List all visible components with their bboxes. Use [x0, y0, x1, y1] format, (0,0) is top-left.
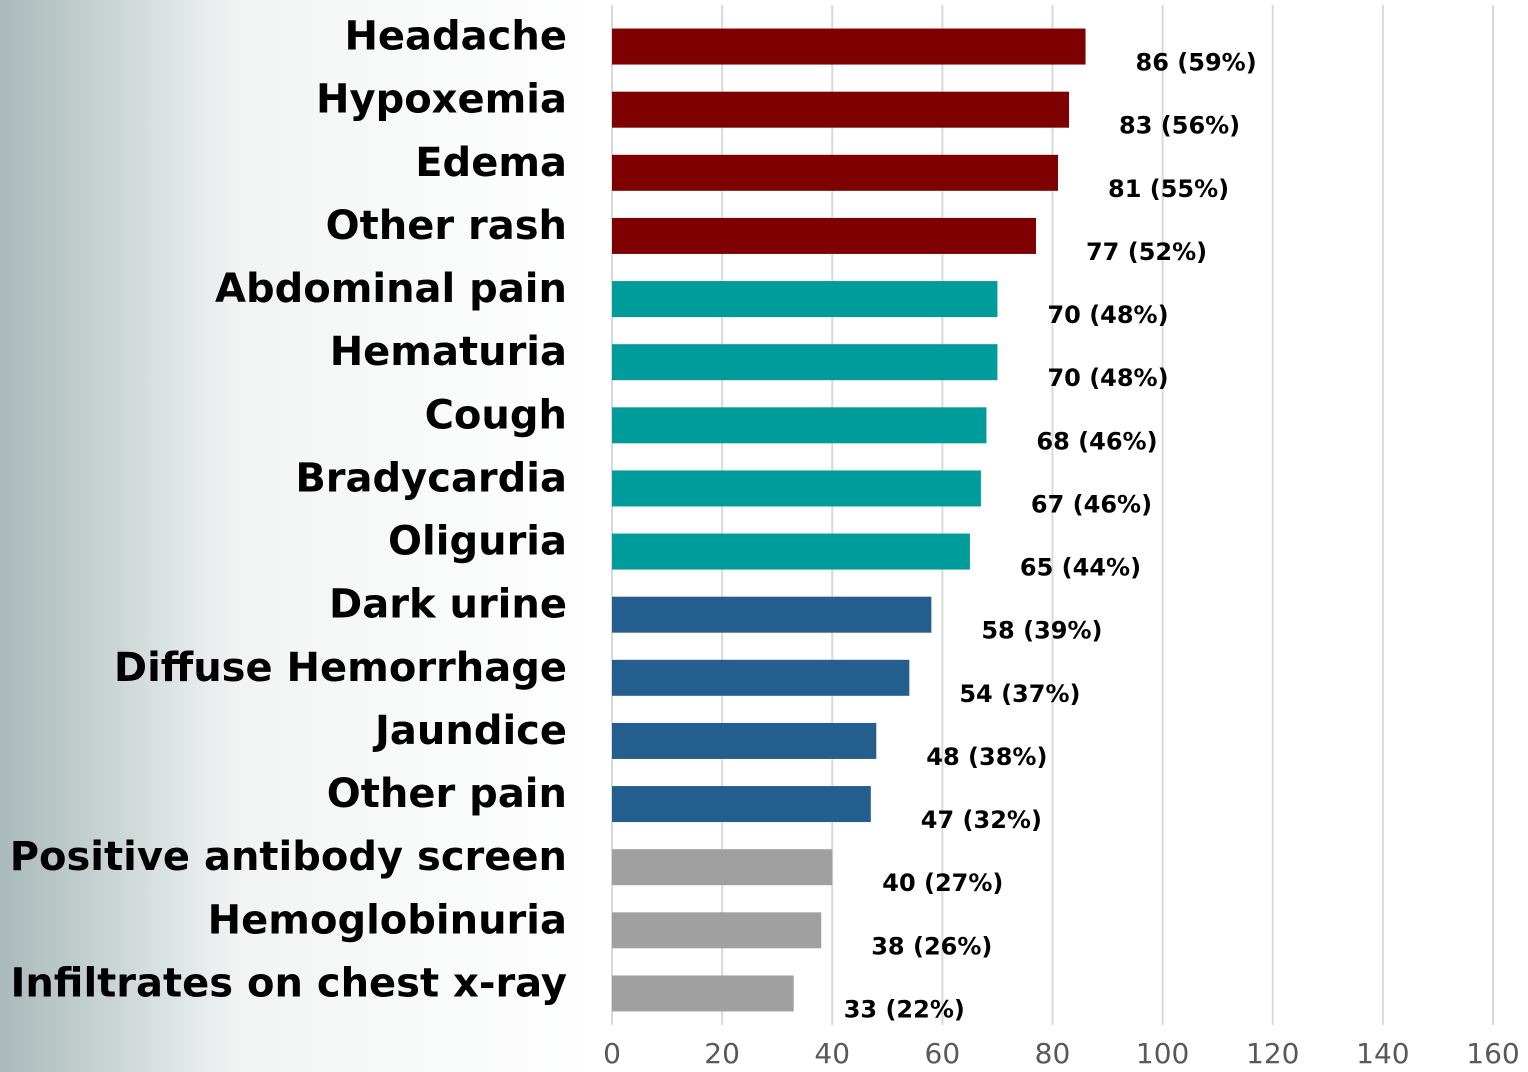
value-label: 65 (44%)	[1020, 554, 1141, 582]
background-gradient	[0, 0, 600, 1072]
value-label: 40 (27%)	[882, 869, 1003, 897]
x-tick-label: 120	[1246, 1037, 1299, 1070]
x-tick-label: 0	[603, 1037, 621, 1070]
value-label: 68 (46%)	[1036, 427, 1157, 455]
x-tick-label: 100	[1136, 1037, 1189, 1070]
value-label: 67 (46%)	[1031, 490, 1152, 518]
bar	[612, 975, 794, 1012]
value-label: 70 (48%)	[1047, 301, 1168, 329]
category-label: Jaundice	[372, 708, 567, 754]
value-label: 33 (22%)	[844, 995, 965, 1023]
category-label: Dark urine	[329, 582, 567, 628]
x-tick-label: 20	[704, 1037, 740, 1070]
category-label: Hematuria	[330, 329, 567, 375]
bar	[612, 849, 833, 886]
bar	[612, 154, 1059, 191]
bar	[612, 91, 1070, 128]
x-tick-label: 80	[1035, 1037, 1071, 1070]
value-label: 48 (38%)	[926, 743, 1047, 771]
category-label: Positive antibody screen	[10, 834, 567, 880]
category-label: Oliguria	[388, 519, 567, 565]
x-tick-label: 140	[1356, 1037, 1409, 1070]
bar	[612, 786, 871, 823]
category-label: Other pain	[327, 771, 567, 817]
category-label: Edema	[415, 140, 567, 186]
bar	[612, 596, 932, 633]
category-label: Cough	[425, 392, 567, 438]
bar	[612, 722, 877, 759]
bar	[612, 533, 970, 570]
category-label: Bradycardia	[295, 455, 567, 501]
category-label: Diffuse Hemorrhage	[114, 645, 567, 691]
bar	[612, 28, 1086, 65]
bar	[612, 217, 1036, 254]
value-label: 58 (39%)	[981, 617, 1102, 645]
category-label: Other rash	[326, 203, 567, 249]
category-label: Hemoglobinuria	[208, 897, 567, 943]
value-label: 86 (59%)	[1136, 49, 1257, 77]
bar	[612, 470, 981, 507]
category-label: Infiltrates on chest x-ray	[10, 960, 567, 1006]
bar	[612, 344, 998, 381]
category-label: Hypoxemia	[316, 77, 567, 123]
bar	[612, 281, 998, 318]
bar	[612, 659, 910, 696]
x-tick-label: 60	[925, 1037, 961, 1070]
bar	[612, 407, 987, 444]
value-label: 77 (52%)	[1086, 238, 1207, 266]
value-label: 54 (37%)	[959, 680, 1080, 708]
value-label: 81 (55%)	[1108, 175, 1229, 203]
category-label: Headache	[344, 14, 567, 60]
x-tick-label: 40	[814, 1037, 850, 1070]
value-label: 83 (56%)	[1119, 112, 1240, 140]
value-label: 38 (26%)	[871, 932, 992, 960]
value-label: 70 (48%)	[1047, 364, 1168, 392]
value-label: 47 (32%)	[921, 806, 1042, 834]
x-tick-label: 160	[1466, 1037, 1519, 1070]
bar	[612, 912, 822, 949]
category-label: Abdominal pain	[215, 266, 567, 312]
